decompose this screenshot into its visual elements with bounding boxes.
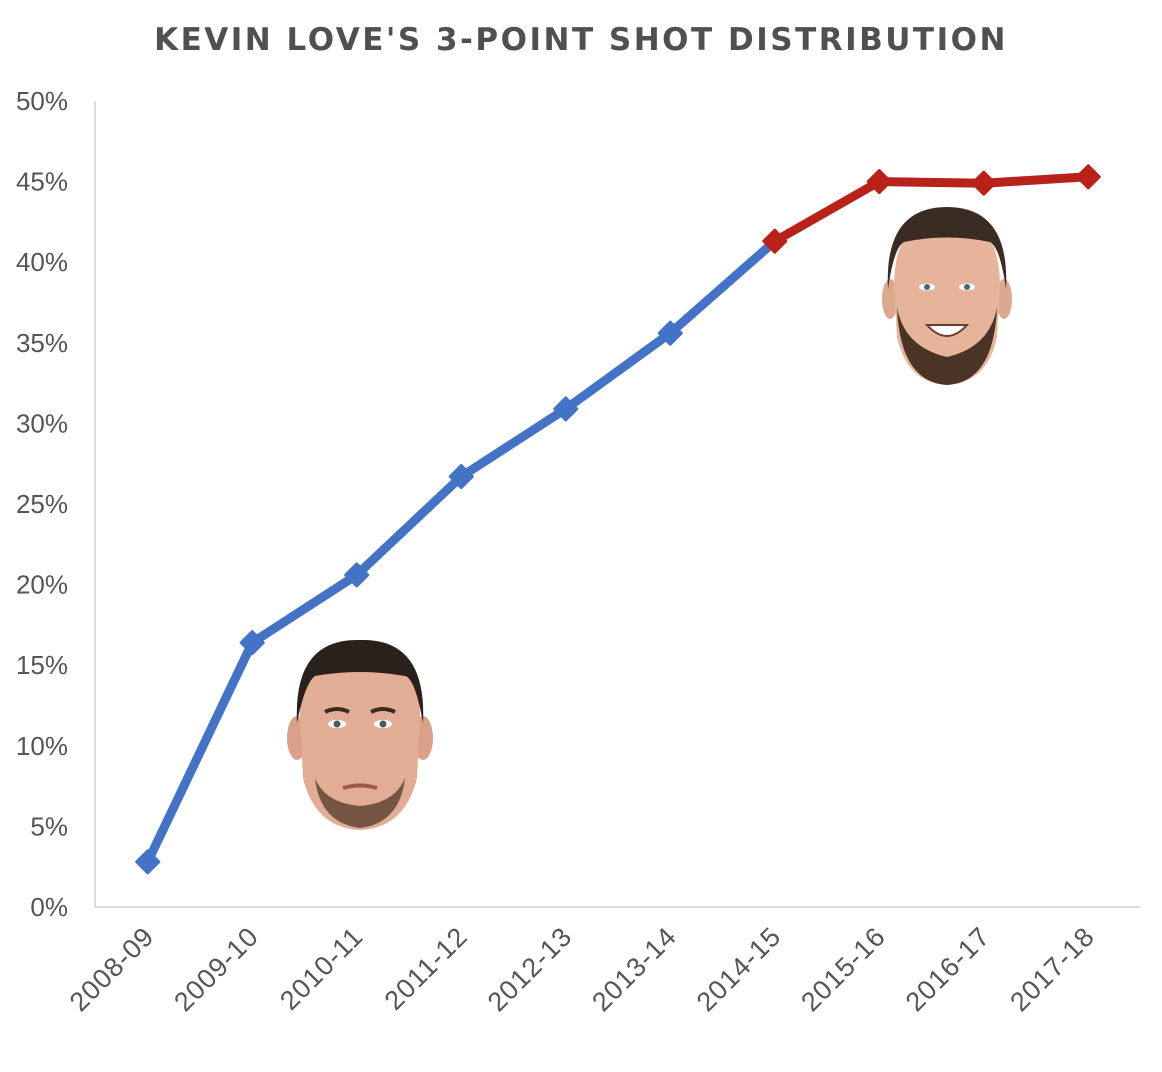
y-tick-label: 40% (16, 247, 68, 277)
x-tick-label: 2014-15 (691, 921, 787, 1017)
chart-title: KEVIN LOVE'S 3-POINT SHOT DISTRIBUTION (154, 22, 1008, 58)
y-tick-label: 35% (16, 328, 68, 358)
data-point-marker (762, 228, 788, 254)
data-point-marker (971, 170, 997, 196)
y-tick-label: 10% (16, 731, 68, 761)
y-tick-label: 45% (16, 167, 68, 197)
x-tick-label: 2011-12 (379, 921, 474, 1016)
y-tick-label: 0% (30, 892, 68, 922)
y-tick-label: 20% (16, 570, 68, 600)
series-line-segment-1 (770, 172, 1093, 246)
y-tick-label: 15% (16, 650, 68, 680)
x-tick-label: 2015-16 (795, 921, 891, 1017)
x-tick-label: 2010-11 (274, 921, 369, 1016)
y-tick-label: 30% (16, 408, 68, 438)
data-point-marker (448, 464, 474, 490)
data-point-marker (1075, 164, 1101, 190)
x-tick-label: 2017-18 (1004, 921, 1100, 1017)
data-point-marker (657, 320, 683, 346)
kevin-love-bearded-face-image (882, 207, 1012, 385)
x-tick-label: 2016-17 (900, 921, 996, 1017)
data-point-marker (239, 630, 265, 656)
x-tick-label: 2009-10 (168, 921, 264, 1017)
y-tick-label: 5% (30, 811, 68, 841)
y-tick-label: 50% (16, 86, 68, 116)
y-tick-label: 25% (16, 489, 68, 519)
x-tick-label: 2012-13 (482, 921, 578, 1017)
kevin-love-young-face-image (287, 639, 433, 830)
data-point-marker (866, 169, 892, 195)
data-point-marker (344, 562, 370, 588)
x-tick-label: 2008-09 (64, 921, 160, 1017)
x-tick-label: 2013-14 (586, 921, 682, 1017)
data-point-marker (553, 396, 579, 422)
data-point-marker (135, 849, 161, 875)
